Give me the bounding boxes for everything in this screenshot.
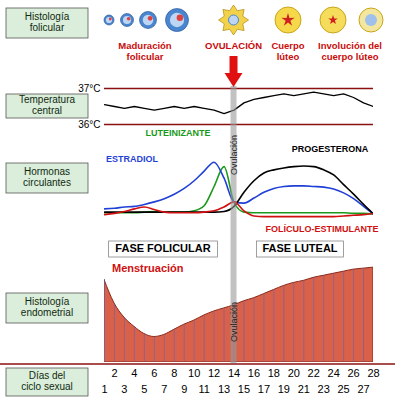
svg-text:LUTEINIZANTE: LUTEINIZANTE: [146, 128, 211, 138]
svg-text:4: 4: [131, 367, 137, 379]
svg-text:19: 19: [278, 383, 290, 395]
svg-text:Maduraciónfolicular: Maduraciónfolicular: [118, 40, 172, 62]
svg-text:Cuerpolúteo: Cuerpolúteo: [271, 40, 304, 62]
svg-text:OVULACIÓN: OVULACIÓN: [205, 40, 262, 51]
svg-text:12: 12: [208, 367, 220, 379]
svg-text:36°C: 36°C: [78, 119, 100, 130]
svg-text:FASE LUTEAL: FASE LUTEAL: [262, 242, 337, 254]
svg-text:8: 8: [171, 367, 177, 379]
svg-text:Días delciclo sexual: Días delciclo sexual: [21, 370, 73, 392]
svg-text:11: 11: [198, 383, 209, 395]
svg-text:21: 21: [298, 383, 310, 395]
svg-text:FOLÍCULO-ESTIMULANTE: FOLÍCULO-ESTIMULANTE: [266, 224, 379, 234]
svg-text:PROGESTERONA: PROGESTERONA: [292, 144, 369, 154]
svg-text:6: 6: [151, 367, 157, 379]
svg-text:1: 1: [101, 383, 107, 395]
svg-text:Histologíaendometrial: Histologíaendometrial: [21, 296, 73, 318]
svg-text:37°C: 37°C: [78, 83, 100, 94]
svg-text:25: 25: [337, 383, 349, 395]
svg-text:27: 27: [357, 383, 369, 395]
svg-text:5: 5: [141, 383, 147, 395]
svg-text:Ovulación: Ovulación: [229, 302, 239, 342]
svg-text:Ovulación: Ovulación: [229, 135, 239, 175]
svg-text:17: 17: [258, 383, 270, 395]
svg-text:15: 15: [238, 383, 250, 395]
svg-text:Temperaturacentral: Temperaturacentral: [19, 94, 76, 116]
svg-text:7: 7: [161, 383, 167, 395]
svg-text:18: 18: [268, 367, 280, 379]
svg-text:13: 13: [218, 383, 230, 395]
svg-text:Hormonascirculantes: Hormonascirculantes: [23, 166, 71, 188]
svg-text:Histologíafolicular: Histologíafolicular: [25, 11, 70, 33]
svg-text:20: 20: [288, 367, 300, 379]
svg-text:2: 2: [111, 367, 117, 379]
svg-text:3: 3: [121, 383, 127, 395]
svg-text:ESTRADIOL: ESTRADIOL: [106, 154, 159, 164]
svg-text:23: 23: [318, 383, 330, 395]
svg-text:9: 9: [181, 383, 187, 395]
svg-text:26: 26: [347, 367, 359, 379]
svg-text:24: 24: [328, 367, 340, 379]
svg-text:10: 10: [188, 367, 200, 379]
svg-text:FASE FOLICULAR: FASE FOLICULAR: [115, 242, 210, 254]
svg-text:22: 22: [308, 367, 320, 379]
svg-text:28: 28: [367, 367, 379, 379]
svg-text:Involución delcuerpo lúteo: Involución delcuerpo lúteo: [318, 40, 382, 62]
svg-text:Menstruación: Menstruación: [112, 262, 184, 274]
svg-text:14: 14: [228, 367, 240, 379]
svg-text:16: 16: [248, 367, 260, 379]
